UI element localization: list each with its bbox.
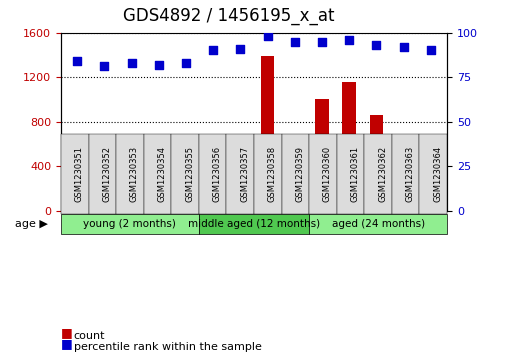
Bar — [369, 115, 383, 211]
Text: GSM1230364: GSM1230364 — [433, 146, 442, 202]
Text: GSM1230352: GSM1230352 — [102, 146, 111, 202]
Bar — [424, 156, 437, 211]
Text: GSM1230360: GSM1230360 — [323, 146, 332, 202]
Text: GSM1230355: GSM1230355 — [185, 146, 194, 202]
Point — [264, 33, 272, 39]
Point — [318, 38, 326, 44]
Text: GSM1230353: GSM1230353 — [130, 146, 139, 202]
Point — [209, 48, 217, 53]
Point — [236, 46, 244, 52]
Point — [73, 58, 81, 64]
Point — [128, 60, 136, 66]
Text: GDS4892 / 1456195_x_at: GDS4892 / 1456195_x_at — [123, 7, 334, 25]
Bar — [288, 136, 302, 211]
Text: GSM1230351: GSM1230351 — [75, 146, 84, 202]
Bar — [315, 99, 329, 211]
Bar — [179, 170, 193, 211]
Bar — [71, 171, 84, 211]
Bar — [152, 175, 166, 211]
Text: GSM1230361: GSM1230361 — [351, 146, 360, 202]
Bar — [98, 177, 111, 211]
Text: middle aged (12 months): middle aged (12 months) — [188, 219, 320, 229]
Text: ■: ■ — [61, 326, 73, 339]
Point — [101, 64, 109, 69]
Point — [399, 44, 407, 50]
Bar — [125, 176, 139, 211]
Bar — [342, 82, 356, 211]
Text: aged (24 months): aged (24 months) — [332, 219, 425, 229]
Text: GSM1230356: GSM1230356 — [213, 146, 221, 202]
Point — [182, 60, 190, 66]
Point — [427, 48, 435, 53]
Point — [345, 37, 353, 43]
Bar — [397, 152, 410, 211]
Point — [291, 38, 299, 44]
Text: GSM1230358: GSM1230358 — [268, 146, 277, 202]
Text: count: count — [74, 331, 105, 341]
Text: GSM1230359: GSM1230359 — [295, 146, 304, 202]
Point — [372, 42, 380, 48]
Text: GSM1230357: GSM1230357 — [240, 146, 249, 202]
Bar — [206, 144, 220, 211]
Text: ■: ■ — [61, 337, 73, 350]
Bar — [261, 56, 274, 211]
Text: age ▶: age ▶ — [15, 219, 48, 229]
Text: GSM1230354: GSM1230354 — [157, 146, 167, 202]
Point — [155, 62, 163, 68]
Text: young (2 months): young (2 months) — [83, 219, 176, 229]
Text: GSM1230363: GSM1230363 — [406, 146, 415, 202]
Text: percentile rank within the sample: percentile rank within the sample — [74, 342, 262, 352]
Text: GSM1230362: GSM1230362 — [378, 146, 387, 202]
Bar — [234, 152, 247, 211]
